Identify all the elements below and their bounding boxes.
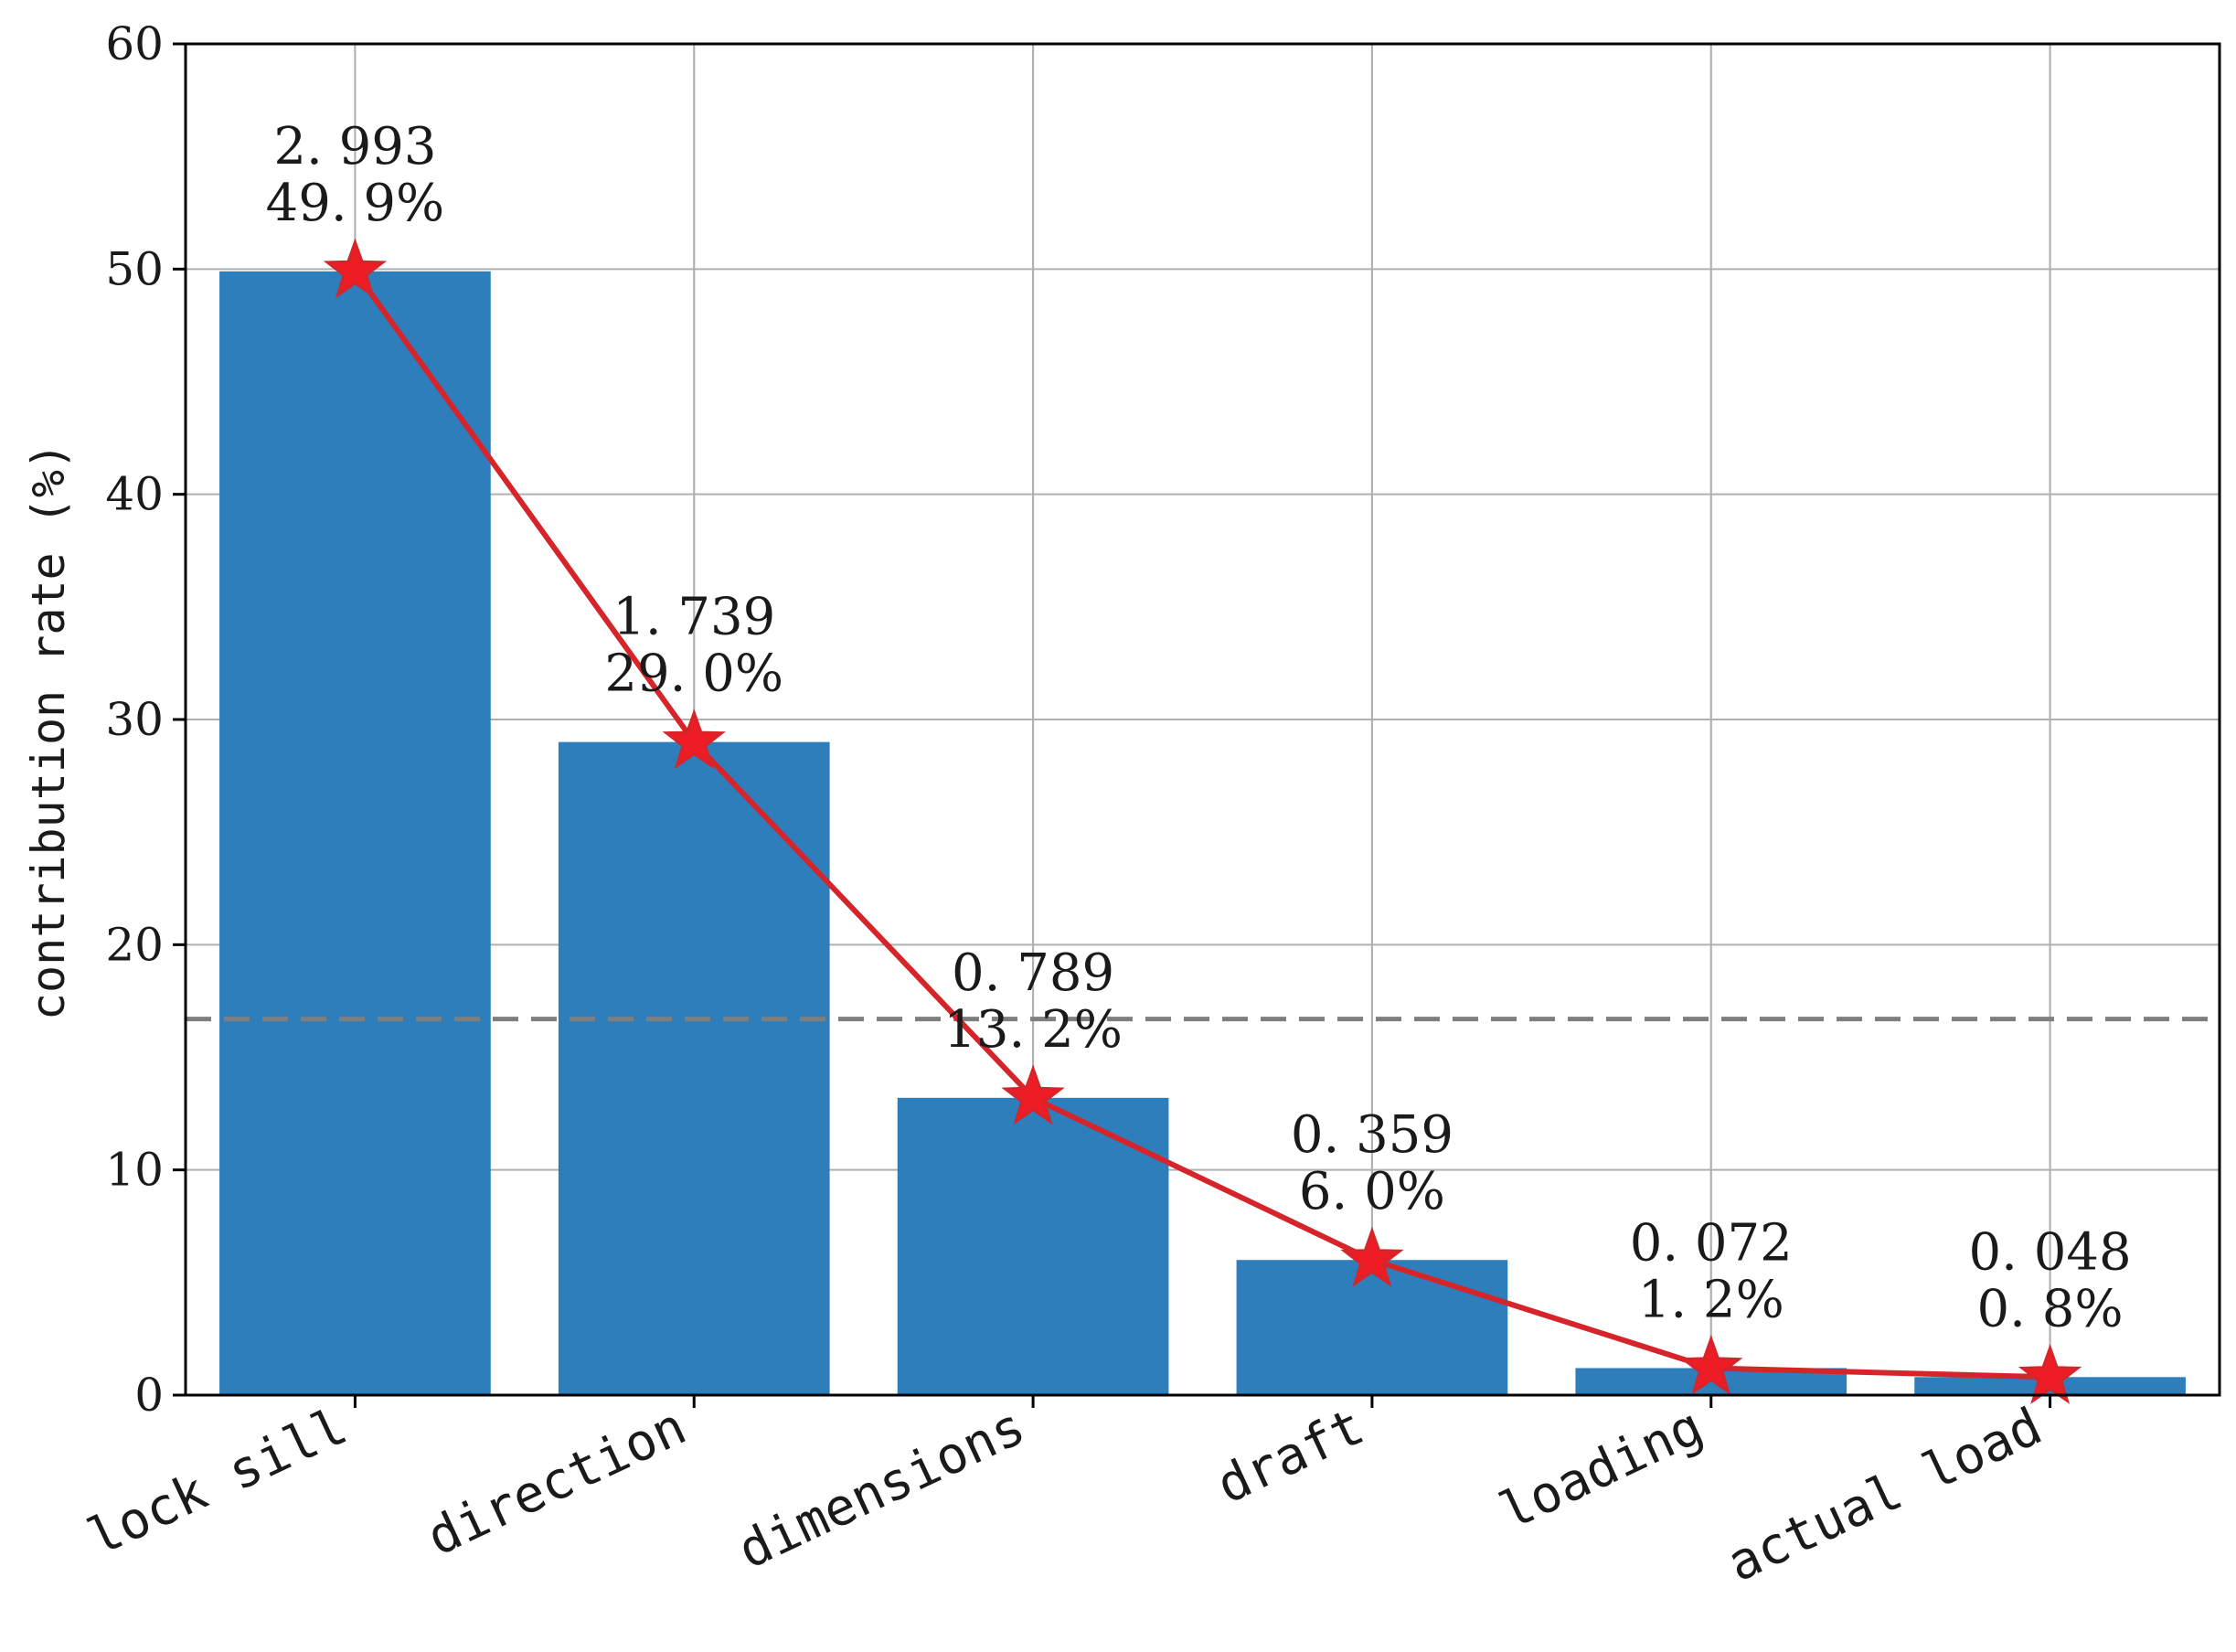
y-tick-label: 10 <box>105 1144 164 1197</box>
data-label-score: 0. 048 <box>1969 1222 2132 1282</box>
axes <box>173 42 2221 1408</box>
star-marker <box>1679 1334 1743 1395</box>
star-marker <box>662 709 726 770</box>
bar <box>1236 1260 1508 1395</box>
bar <box>897 1097 1169 1395</box>
x-tick-label: loading <box>1491 1397 1711 1542</box>
star-marker <box>1340 1226 1404 1287</box>
data-label-score: 0. 072 <box>1630 1213 1793 1273</box>
data-label-percent: 13. 2% <box>943 1000 1123 1060</box>
x-tick-label: actual load <box>1719 1397 2051 1594</box>
x-tick-label: direction <box>419 1397 695 1568</box>
data-label-percent: 29. 0% <box>604 645 783 704</box>
data-label-percent: 6. 0% <box>1299 1162 1445 1221</box>
y-tick-label: 30 <box>105 693 164 746</box>
x-tick-label: lock sill <box>80 1397 356 1568</box>
series-line <box>352 270 2050 1380</box>
bars <box>219 271 2186 1396</box>
bar <box>219 271 491 1396</box>
y-tick-label: 40 <box>105 468 164 521</box>
y-tick-label: 20 <box>105 918 164 971</box>
x-tick-label: draft <box>1209 1397 1373 1516</box>
data-label-percent: 0. 8% <box>1977 1279 2124 1338</box>
star-marker <box>323 238 388 299</box>
bar <box>558 741 830 1395</box>
y-tick-label: 0 <box>134 1369 164 1422</box>
data-label-percent: 49. 9% <box>266 174 445 233</box>
data-label-score: 1. 739 <box>612 588 775 647</box>
data-label-score: 2. 993 <box>273 117 436 176</box>
star-marker <box>1001 1064 1065 1125</box>
star-marker <box>2018 1343 2082 1404</box>
data-label-score: 0. 789 <box>952 943 1114 1003</box>
y-tick-label: 60 <box>105 17 164 70</box>
data-label-percent: 1. 2% <box>1638 1270 1784 1329</box>
y-tick-label: 50 <box>105 242 164 295</box>
line-layer <box>323 238 2082 1404</box>
x-tick-label: dimensions <box>729 1397 1034 1581</box>
data-label-score: 0. 359 <box>1291 1105 1453 1165</box>
y-axis-label: contribution rate (%) <box>22 442 75 1020</box>
